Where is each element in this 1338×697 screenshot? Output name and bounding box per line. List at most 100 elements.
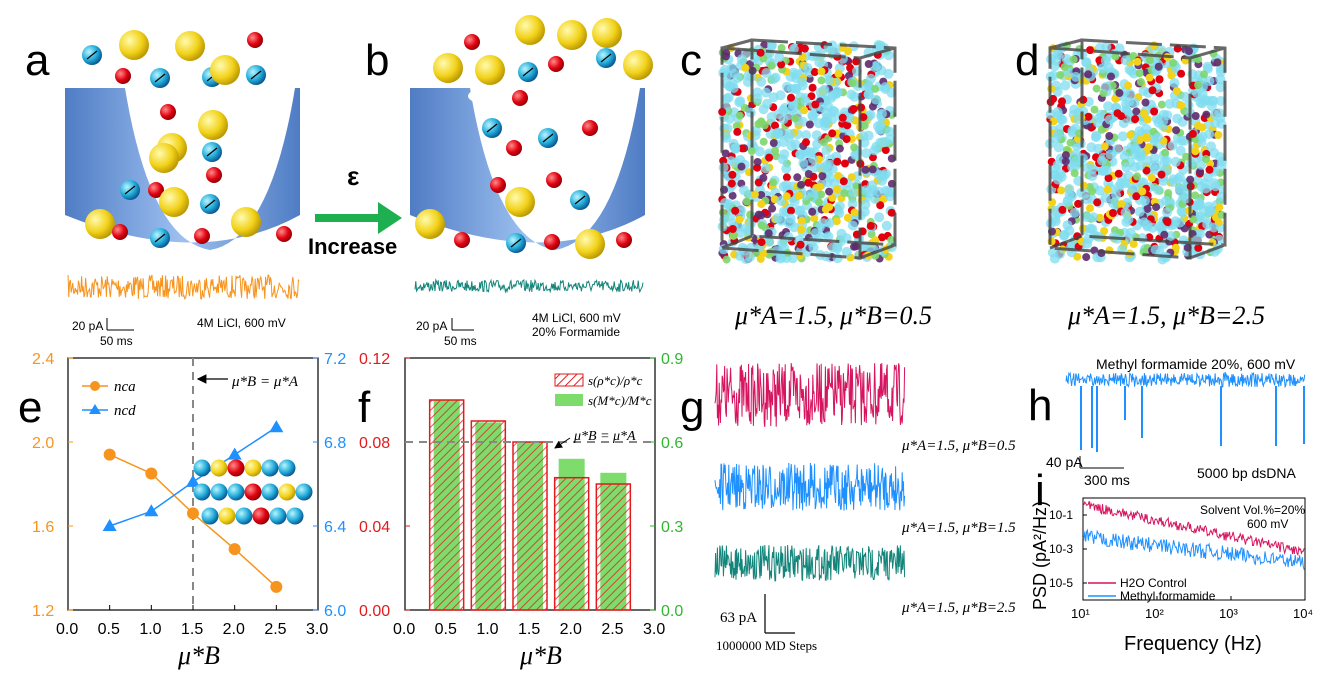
dipole-arrow-icon (486, 123, 498, 133)
xlabel-i: Frequency (Hz) (1124, 633, 1262, 655)
md-particle (1088, 187, 1097, 196)
md-particle (718, 162, 729, 173)
cation-sphere (592, 18, 622, 48)
legend-e: nca ncd (82, 379, 136, 419)
cation-sphere (433, 53, 463, 83)
md-particle (858, 131, 869, 142)
panel-b: b 20 pA 50 ms 4M LiCl, 600 mV 20% Formam… (365, 15, 653, 348)
md-particle (1124, 81, 1133, 90)
md-particle (1157, 170, 1166, 179)
md-particle (769, 139, 778, 147)
scale-time-b: 50 ms (444, 334, 477, 348)
md-particle (1127, 184, 1138, 195)
annotation-e: μ*B = μ*A (196, 374, 299, 390)
md-particle (867, 180, 878, 191)
dipole-arrow-icon (542, 133, 554, 143)
md-particle (745, 251, 755, 262)
panel-label-i: i (1035, 466, 1045, 515)
anion-sphere (548, 56, 564, 72)
md-particle (765, 153, 774, 162)
y-tick-i: 10-5 (1049, 576, 1073, 590)
md-particle (1093, 198, 1102, 207)
md-particle (1141, 98, 1150, 107)
inset-ion (261, 459, 279, 477)
dipole-arrow-icon (154, 73, 166, 83)
md-particle (835, 144, 844, 153)
md-particle (1115, 89, 1124, 97)
md-particle (805, 120, 814, 129)
left-tick-e: 2.4 (32, 351, 54, 368)
cation-sphere (210, 55, 240, 85)
md-particle (1130, 149, 1140, 160)
scale-bar-g (764, 594, 795, 634)
right-tick-e: 6.4 (324, 519, 346, 536)
md-particle (1143, 115, 1152, 124)
md-particle (804, 178, 813, 187)
md-particle (798, 158, 809, 168)
scale-current-g: 63 pA (720, 610, 757, 626)
md-particle (1061, 157, 1070, 166)
x-tick-i: 10² (1145, 606, 1164, 621)
md-particle (1177, 69, 1186, 78)
panel-label-d: d (1015, 36, 1039, 85)
x-tick-e: 1.5 (181, 621, 203, 638)
md-particle (753, 158, 762, 166)
md-particle (1117, 131, 1128, 142)
panel-label-e: e (18, 383, 42, 432)
md-particle (1070, 71, 1081, 82)
panel-h: h Methyl formamide 20%, 600 mV 40 pA 300… (1028, 356, 1306, 488)
md-particle (781, 180, 792, 191)
inset-ion (235, 507, 253, 525)
md-particle (802, 63, 813, 73)
point-ncd (269, 420, 284, 433)
md-particle (1173, 174, 1183, 185)
axes-i: 10-5 10-3 10-1 10¹ 10² 10³ 10⁴ (1049, 508, 1313, 621)
md-particle (1200, 178, 1210, 189)
point-nca (187, 507, 199, 520)
scale-steps-g: 1000000 MD Steps (716, 638, 817, 653)
md-particle (833, 157, 842, 166)
md-particle (756, 48, 765, 57)
md-particle (866, 221, 875, 230)
legend-marker-rho (554, 373, 584, 387)
md-particle (781, 163, 792, 174)
md-particle (1104, 174, 1113, 183)
cation-sphere (557, 20, 587, 50)
point-nca (270, 580, 283, 593)
md-particle (834, 201, 845, 212)
md-particle (1100, 82, 1111, 92)
md-particle (832, 217, 841, 226)
scale-bar-b (451, 318, 474, 331)
md-particle (821, 205, 830, 214)
md-particle (1094, 113, 1105, 123)
md-particle (794, 191, 803, 200)
md-particle (728, 191, 737, 200)
md-particle (1111, 190, 1122, 201)
md-particle (797, 76, 807, 87)
md-particle (786, 141, 797, 152)
md-particle (1150, 107, 1159, 116)
md-particle (884, 126, 895, 137)
nanopore-b (410, 82, 645, 250)
condition-a: 4M LiCl, 600 mV (197, 316, 286, 330)
md-particle (873, 186, 884, 197)
cation-sphere (159, 187, 189, 217)
md-particle (778, 206, 789, 217)
md-particle (834, 172, 843, 180)
md-particle (876, 40, 886, 51)
md-particle (1123, 214, 1134, 225)
md-particle (1215, 74, 1226, 85)
md-particle (778, 137, 789, 148)
inset-ion (227, 459, 245, 477)
cation-sphere (231, 207, 261, 237)
md-particle (861, 148, 872, 159)
md-particle (1162, 207, 1172, 218)
md-particle (842, 135, 851, 144)
dipole-arrow-icon (510, 238, 522, 248)
md-particle (1152, 203, 1161, 212)
md-particle (1052, 107, 1063, 117)
md-particle (1097, 125, 1106, 134)
md-particle (1085, 223, 1096, 234)
md-particle (800, 106, 809, 115)
dipole-arrow-icon (574, 195, 586, 205)
